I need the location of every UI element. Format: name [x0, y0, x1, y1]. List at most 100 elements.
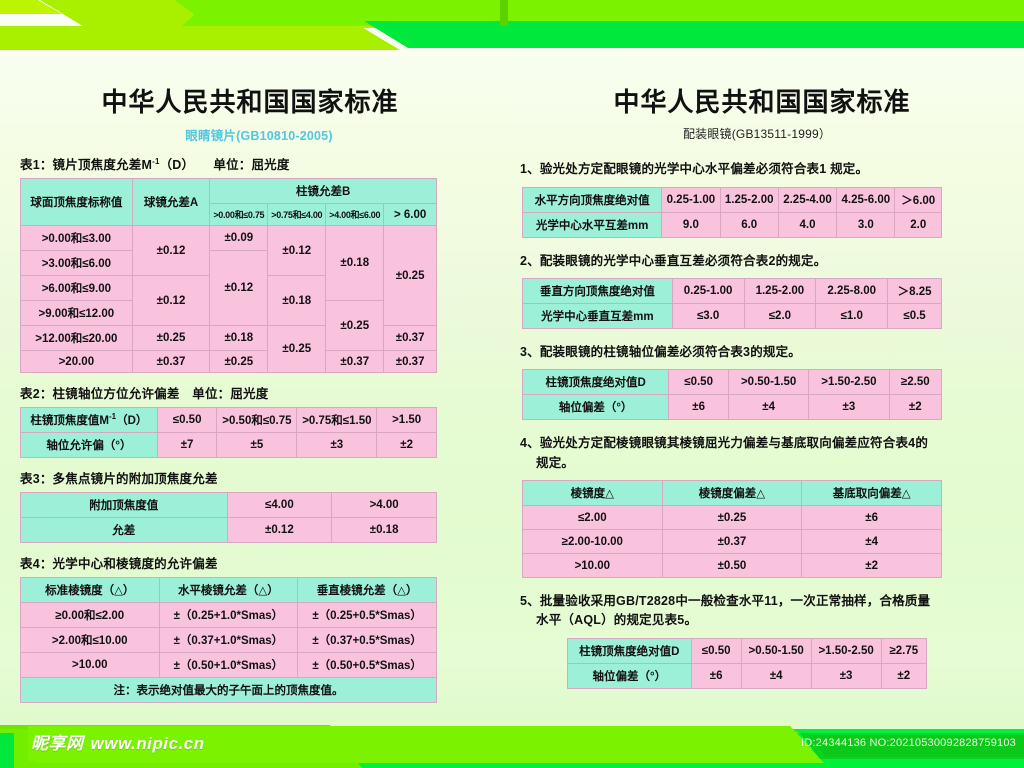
table4-note: 注：表示绝对值最大的子午面上的顶焦度值。 [20, 677, 437, 704]
table-row: 光学中心水平互差mm 9.0 6.0 4.0 3.0 2.0 [521, 211, 942, 238]
cell: ±6 [668, 394, 729, 421]
th-cyl-tolerance-group: 柱镜允差B [209, 178, 437, 205]
table-addition-power-tolerance: 附加顶焦度值 ≤4.00 >4.00 允差 ±0.12 ±0.18 [20, 492, 437, 544]
right-panel: 中华人民共和国国家标准 配装眼镜(GB13511-1999） 1、验光处方定配眼… [512, 88, 1002, 689]
cell: 2.25-8.00 [815, 277, 889, 304]
cell: >0.75和≤1.50 [296, 407, 378, 434]
table-row: >6.00和≤9.00 ±0.12 ±0.18 [20, 275, 437, 327]
th-addition-power: 附加顶焦度值 [20, 492, 228, 519]
left-page-subtitle: 眼睛镜片(GB10810-2005) [185, 129, 333, 144]
th-axis-tolerance: 轴位允许偏（°） [20, 432, 158, 459]
cell-b3: ±0.25 [325, 300, 385, 352]
cell-sphere: ±0.12 [131, 275, 211, 327]
clause-4-text-line2: 规定。 [536, 455, 575, 470]
table1-caption: 表1：镜片顶焦度允差M-1（D） 单位：屈光度 [20, 154, 504, 173]
cell-b4: ±0.37 [383, 350, 437, 374]
cell: ±4 [727, 394, 810, 421]
th-axis-deviation: 轴位偏差（°） [567, 662, 692, 689]
table-row: 允差 ±0.12 ±0.18 [20, 517, 437, 544]
th-base-orientation-deviation: 基底取向偏差△ [801, 480, 942, 507]
cell: ±（0.25+0.5*Smas） [297, 602, 437, 629]
table-row: 标准棱镜度（△） 水平棱镜允差（△） 垂直棱镜允差（△） [20, 577, 437, 604]
cell-b1: ±0.12 [209, 250, 269, 327]
cell: ±0.12 [226, 517, 333, 544]
cell: 2.25-4.00 [777, 186, 838, 213]
th-vertical-center-diff: 光学中心垂直互差mm [522, 302, 673, 329]
cell: ≥0.00和≤2.00 [20, 602, 160, 629]
cell: >10.00 [20, 652, 160, 679]
cell: ±5 [216, 432, 298, 459]
clause-2-text: 配装眼镜的光学中心垂直互差必须符合表2的规定。 [539, 253, 827, 268]
cell: 0.25-1.00 [661, 186, 721, 213]
table-row: 轴位允许偏（°） ±7 ±5 ±3 ±2 [20, 432, 437, 459]
cell: ＞8.25 [887, 277, 942, 304]
table-row: >3.00和≤6.00 ±0.12 [20, 250, 437, 327]
row-label: >12.00和≤20.00 [20, 325, 133, 352]
table-horizontal-optical-center: 水平方向顶焦度绝对值 0.25-1.00 1.25-2.00 2.25-4.00… [521, 186, 942, 238]
row-label: >20.00 [20, 350, 133, 374]
th-sphere-nominal: 球面顶焦度标称值 [20, 178, 133, 227]
cell-b1: ±0.09 [209, 225, 269, 252]
right-page-title: 中华人民共和国国家标准 [613, 88, 911, 118]
th-horizontal-vertex-power: 水平方向顶焦度绝对值 [521, 186, 663, 213]
table-vertical-optical-center: 垂直方向顶焦度绝对值 0.25-1.00 1.25-2.00 2.25-8.00… [522, 277, 942, 329]
cell-b4: ±0.37 [383, 325, 437, 352]
table4-caption: 表4：光学中心和棱镜度的允许偏差 [20, 557, 218, 572]
cell: >1.50-2.50 [810, 637, 882, 664]
th-sphere-tolerance: 球镜允差A [131, 178, 211, 227]
table-row: 轴位偏差（°） ±6 ±4 ±3 ±2 [567, 662, 928, 689]
cell: >2.00和≤10.00 [20, 627, 160, 654]
cell: ±3 [810, 662, 882, 689]
row-label: >6.00和≤9.00 [20, 275, 133, 302]
table-row: 球面顶焦度标称值 球镜允差A 柱镜允差B [20, 178, 437, 227]
table-row: 柱镜顶焦度绝对值D ≤0.50 >0.50-1.50 >1.50-2.50 ≥2… [521, 369, 943, 396]
top-decorative-banner [0, 0, 1024, 70]
cell: ±（0.37+0.5*Smas） [297, 627, 437, 654]
th-cyl-vertex-power-main: 柱镜顶焦度值M [30, 415, 109, 428]
image-id-tag: ID:24344136 NO:20210530092828759103 [801, 737, 1016, 749]
clause-2: 2、配装眼镜的光学中心垂直互差必须符合表2的规定。 [520, 252, 1002, 271]
brand-logo: 昵享网 [31, 734, 84, 754]
th-axis-deviation: 轴位偏差（°） [521, 394, 670, 421]
th-standard-prism: 标准棱镜度（△） [20, 577, 160, 604]
cell: ±3 [808, 394, 890, 421]
table-row: ≥0.00和≤2.00 ±（0.25+1.0*Smas） ±（0.25+0.5*… [20, 602, 437, 629]
table-row: ≤2.00 ±0.25 ±6 [522, 505, 942, 531]
table-cyl-axis-deviation: 柱镜顶焦度绝对值D ≤0.50 >0.50-1.50 >1.50-2.50 ≥2… [521, 369, 943, 421]
row-label: >0.00和≤3.00 [20, 225, 133, 252]
cell: ≤0.50 [668, 369, 729, 396]
cell: ±0.25 [661, 505, 803, 531]
cell: ±3 [296, 432, 378, 459]
cell-b2: ±0.12 [267, 225, 327, 277]
table-row: 轴位偏差（°） ±6 ±4 ±3 ±2 [521, 394, 943, 421]
table-row: 柱镜顶焦度值M-1（D） ≤0.50 >0.50和≤0.75 >0.75和≤1.… [20, 407, 437, 434]
table-row: >2.00和≤10.00 ±（0.37+1.0*Smas） ±（0.37+0.5… [20, 627, 437, 654]
table3-caption: 表3：多焦点镜片的附加顶焦度允差 [20, 472, 218, 487]
th-cyl-vertex-power-sup: -1 [108, 412, 117, 422]
table1-caption-main: 表1：镜片顶焦度允差M [20, 158, 153, 173]
cell: ±0.37 [661, 529, 803, 555]
cell: ±0.50 [661, 553, 803, 579]
top-banner-shapes [0, 0, 1024, 50]
cell: 4.0 [777, 211, 838, 238]
th-cyl-vertex-power: 柱镜顶焦度值M-1（D） [20, 407, 158, 434]
cell-b2: ±0.25 [267, 325, 327, 374]
cell: ±2 [880, 662, 928, 689]
cell: >1.50 [376, 407, 437, 434]
clause-5-number: 5、 [520, 594, 540, 609]
cell: ≤0.50 [690, 637, 742, 664]
cell: >0.50和≤0.75 [216, 407, 298, 434]
th-vertical-prism: 垂直棱镜允差（△） [297, 577, 437, 604]
cell: ±（0.50+0.5*Smas） [297, 652, 437, 679]
clause-5-text: 批量验收采用GB/T2828中一般检查水平11，一次正常抽样，合格质量 [539, 594, 931, 609]
clause-4: 4、验光处方定配棱镜眼镜其棱镜屈光力偏差与基底取向偏差应符合表4的 规定。 [520, 434, 1002, 473]
cell-sphere: ±0.37 [131, 350, 211, 374]
table-prism-deviation: 棱镜度△ 棱镜度偏差△ 基底取向偏差△ ≤2.00 ±0.25 ±6 ≥2.00… [522, 480, 942, 579]
th-prism-power: 棱镜度△ [522, 480, 663, 507]
cell: ±2 [801, 553, 942, 579]
table-lens-vertex-power-tolerance: 球面顶焦度标称值 球镜允差A 柱镜允差B >0.00和≤0.75 >0.75和≤… [20, 178, 437, 374]
th-horizontal-prism: 水平棱镜允差（△） [158, 577, 299, 604]
th-tolerance: 允差 [20, 517, 228, 544]
clause-1: 1、验光处方定配眼镜的光学中心水平偏差必须符合表1 规定。 [520, 160, 1002, 179]
cell: >1.50-2.50 [808, 369, 890, 396]
